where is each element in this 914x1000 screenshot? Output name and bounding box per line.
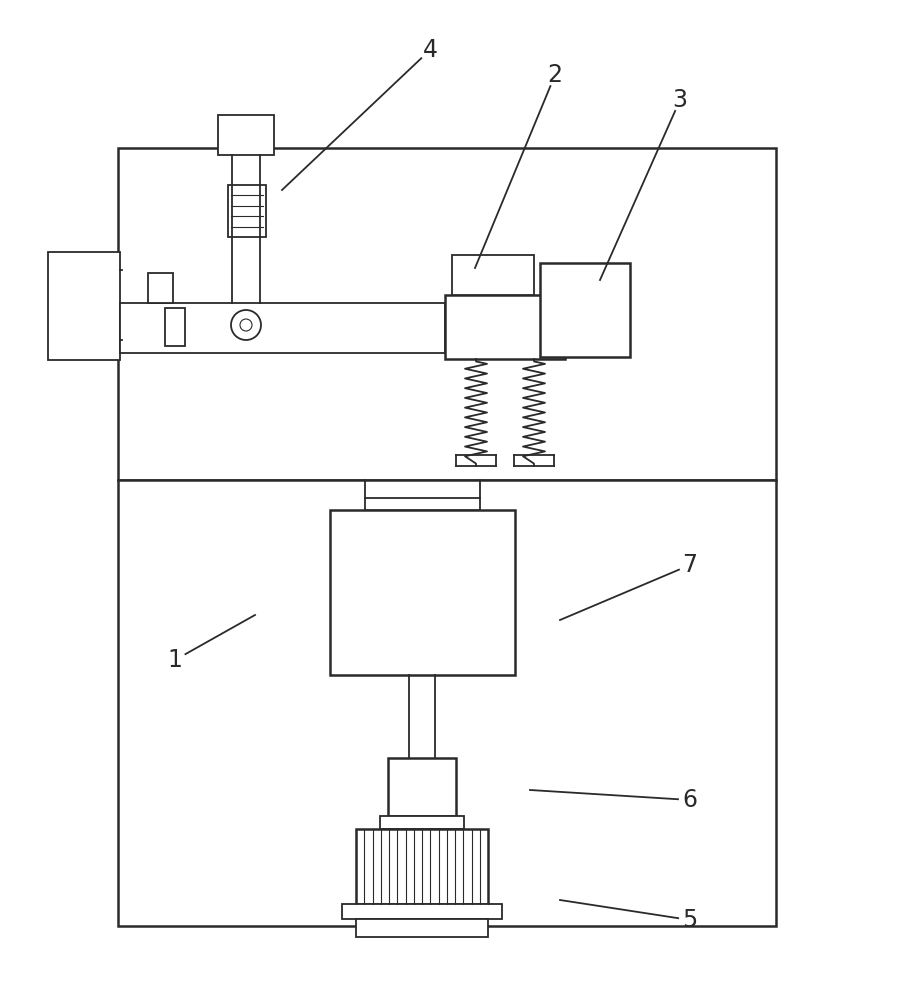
Bar: [218, 115, 274, 155]
Bar: [342, 904, 502, 919]
Bar: [540, 263, 630, 357]
Circle shape: [231, 310, 261, 340]
Text: 2: 2: [547, 63, 562, 87]
Bar: [165, 308, 185, 346]
Bar: [356, 829, 488, 904]
Bar: [330, 510, 515, 675]
Circle shape: [240, 319, 252, 331]
Text: 7: 7: [683, 553, 697, 577]
Bar: [452, 255, 534, 295]
Text: 1: 1: [167, 648, 183, 672]
Bar: [148, 273, 173, 303]
Bar: [445, 295, 565, 359]
Bar: [118, 480, 776, 926]
Bar: [228, 185, 266, 237]
Bar: [48, 252, 120, 360]
Text: 6: 6: [683, 788, 697, 812]
Bar: [388, 758, 456, 816]
Bar: [365, 498, 480, 510]
Text: 3: 3: [673, 88, 687, 112]
Bar: [380, 816, 464, 829]
Bar: [356, 919, 488, 937]
Text: 5: 5: [683, 908, 697, 932]
Bar: [118, 148, 776, 480]
Text: 4: 4: [422, 38, 438, 62]
Bar: [120, 303, 445, 353]
